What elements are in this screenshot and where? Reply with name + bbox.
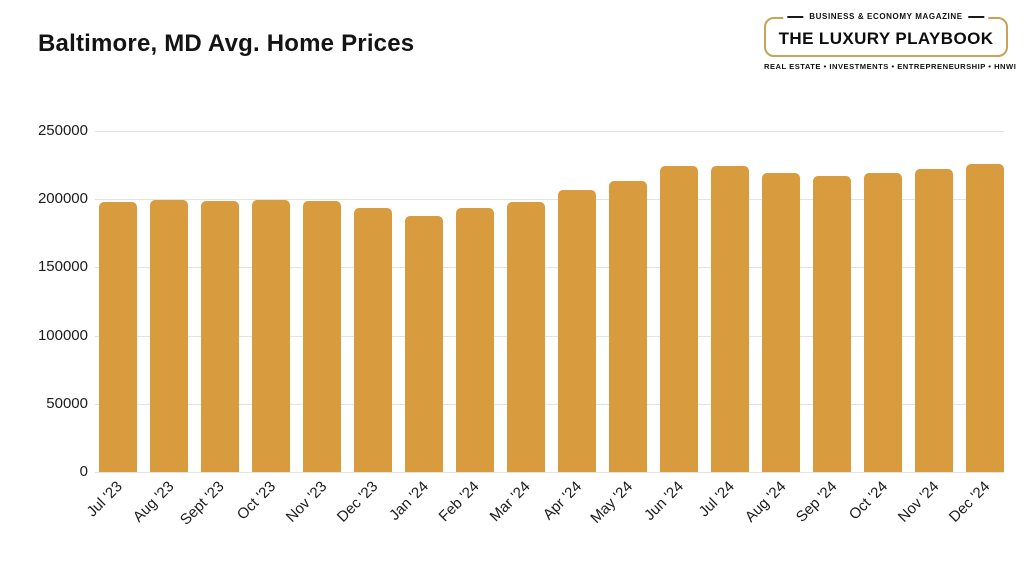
plot-area [95, 131, 1004, 473]
bar [456, 208, 494, 472]
x-tick-label: Dec '24 [871, 478, 993, 526]
bar [609, 180, 647, 472]
logo-name: THE LUXURY PLAYBOOK [778, 29, 994, 48]
bar [354, 208, 392, 472]
gridline [95, 335, 1004, 337]
bar [660, 166, 698, 472]
bar [201, 201, 239, 472]
bar [150, 199, 188, 472]
luxury-playbook-logo: BUSINESS & ECONOMY MAGAZINE THE LUXURY P… [764, 10, 1017, 71]
page-title: Baltimore, MD Avg. Home Prices [38, 30, 415, 57]
bar [813, 176, 851, 472]
logo-left-dash [787, 15, 804, 18]
y-tick-label: 100000 [37, 326, 88, 344]
y-tick-label: 150000 [37, 258, 88, 276]
bar [558, 189, 596, 472]
y-tick-label: 250000 [37, 122, 88, 139]
bar [864, 172, 902, 472]
bar [303, 200, 341, 472]
bar [711, 166, 749, 472]
bar [915, 168, 953, 472]
bar [966, 163, 1004, 472]
bar [252, 199, 290, 472]
logo-border-box: BUSINESS & ECONOMY MAGAZINE THE LUXURY P… [764, 12, 1008, 57]
gridline [95, 199, 1004, 201]
gridline [95, 131, 1004, 132]
logo-tagline: REAL ESTATE • INVESTMENTS • ENTREPRENEUR… [764, 62, 1017, 71]
bar [405, 216, 443, 472]
y-tick-label: 200000 [37, 190, 88, 208]
y-tick-label: 0 [79, 463, 88, 480]
logo-top-label: BUSINESS & ECONOMY MAGAZINE [809, 12, 963, 21]
bar-series [99, 131, 1004, 472]
y-tick-label: 50000 [46, 394, 88, 412]
gridline [95, 403, 1004, 405]
x-tick-label-text: Dec '24 [945, 478, 994, 526]
logo-right-dash [968, 15, 985, 18]
logo-top-label-row: BUSINESS & ECONOMY MAGAZINE [783, 12, 989, 21]
bar [507, 201, 545, 472]
bar [99, 201, 137, 472]
bar [762, 173, 800, 472]
gridline [95, 472, 1004, 473]
gridline [95, 267, 1004, 269]
